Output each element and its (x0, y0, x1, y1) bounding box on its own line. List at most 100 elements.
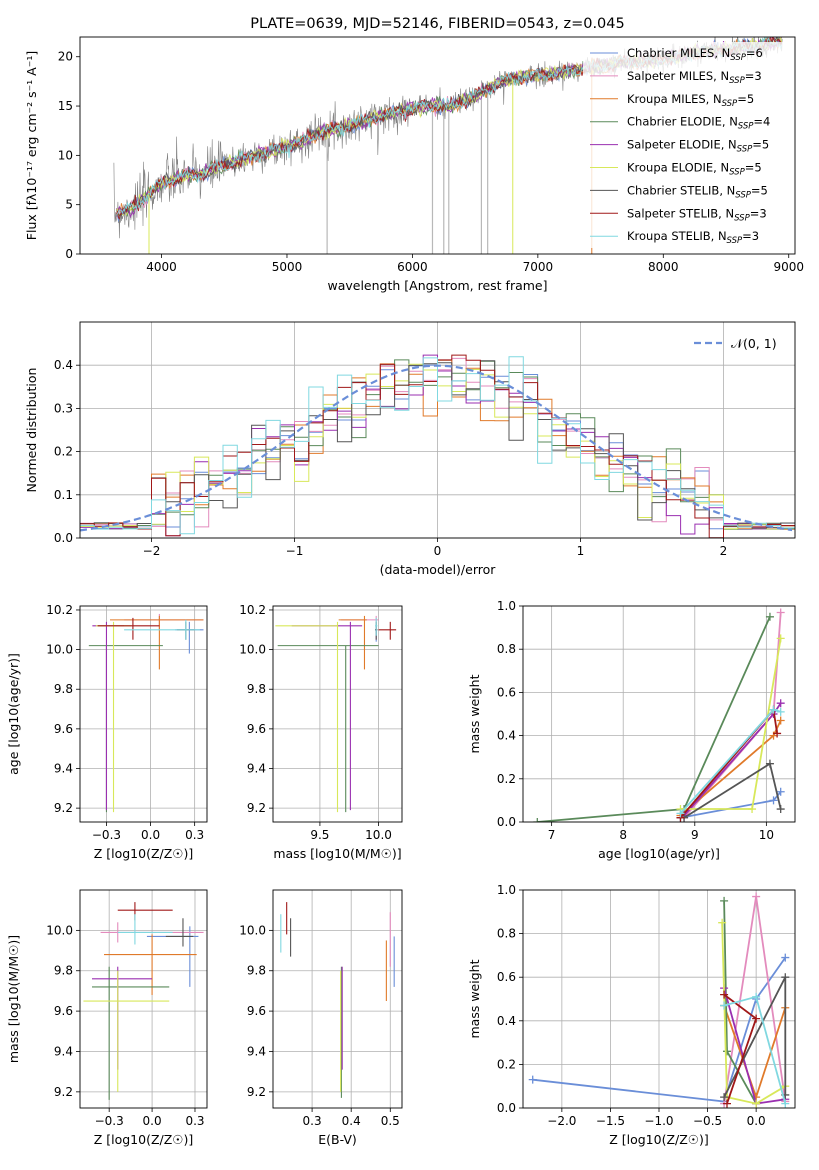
data-point (765, 612, 774, 621)
data-point (776, 707, 785, 716)
data-point (723, 1099, 731, 1108)
errorbar-salpeter-stelib (378, 621, 397, 640)
x-axis-label: wavelength [Angstrom, rest frame] (327, 278, 547, 293)
legend-entry-nssp: =3 (750, 206, 767, 220)
legend-entry: Kroupa ELODIE, NSSP=5 (627, 161, 762, 178)
y-axis-label: Flux [fλ10⁻¹⁷ erg cm⁻² s⁻¹ A⁻¹] (24, 51, 39, 240)
tick-label-y: 0.0 (497, 815, 516, 829)
data-point (776, 716, 785, 725)
legend-entry-name: Chabrier ELODIE (627, 115, 722, 129)
axes-frame (522, 605, 796, 823)
plot-area (275, 615, 397, 813)
axes-frame (79, 321, 796, 539)
tick-label-y: 9.6 (247, 722, 266, 736)
legend-entry: Chabrier MILES, NSSP=6 (627, 46, 763, 63)
legend-entry-name: Kroupa STELIB (627, 229, 711, 243)
tick-label-y: 9.8 (54, 682, 73, 696)
tick-label-x: 0.0 (143, 1114, 162, 1128)
series-line (537, 616, 771, 822)
x-axis-label: (data-model)/error (380, 562, 497, 577)
data-point (752, 992, 761, 1001)
series-chabrier-stelib (680, 759, 785, 822)
tick-label-x: 7000 (523, 260, 554, 274)
tick-label-y: 0.3 (54, 401, 73, 415)
legend-entry-sub: SSP (730, 53, 746, 63)
tick-label-y: 1.0 (497, 883, 516, 897)
tick-label-x: 0 (434, 544, 442, 558)
tick-label-y: 9.8 (247, 964, 266, 978)
plot-area (80, 354, 795, 538)
tick-label-y: 0.6 (497, 685, 516, 699)
data-point (765, 759, 774, 768)
errorbar-chabrier-miles (175, 621, 204, 654)
tick-label-x: −0.3 (92, 828, 121, 842)
legend-entry-n: , (706, 92, 713, 106)
data-point (718, 918, 727, 927)
axes-frame (522, 889, 796, 1109)
errorbar-kroupa-stelib (124, 619, 200, 640)
axes-frame (272, 605, 403, 823)
legend-entry: Salpeter MILES, NSSP=3 (627, 69, 762, 86)
tick-label-y: 0.6 (497, 970, 516, 984)
legend-entry-nprefix: N (720, 161, 729, 175)
data-point (752, 1099, 761, 1108)
legend-entry-nprefix: N (725, 206, 734, 220)
errorbar-kroupa-elodie (95, 621, 132, 813)
legend-entry-sub: SSP (738, 122, 754, 132)
legend-entry-name: Kroupa MILES (627, 92, 706, 106)
tick-label-x: −2.0 (547, 1114, 576, 1128)
tick-label-y: 5 (65, 198, 73, 212)
legend-entry-nprefix: N (713, 92, 722, 106)
tick-label-x: 10 (759, 828, 774, 842)
errorbar-chabrier-elodie (277, 645, 379, 813)
tick-label-y: 9.6 (54, 722, 73, 736)
legend-entry-n: , (722, 115, 729, 129)
x-axis-label: Z [log10(Z/Z☉)] (94, 1132, 194, 1147)
plot-area (528, 892, 790, 1108)
legend-entry-sub: SSP (727, 236, 743, 246)
tick-label-y: 0.0 (54, 531, 73, 545)
tick-label-y: 10.2 (239, 603, 266, 617)
data-point (776, 699, 785, 708)
tick-label-y: 0.8 (497, 642, 516, 656)
legend-entry-sub: SSP (737, 145, 753, 155)
legend-entry-sub: SSP (722, 99, 738, 109)
legend-entry-n: , (713, 69, 720, 83)
tick-label-x: 0.5 (381, 1114, 400, 1128)
tick-label-x: 6000 (397, 260, 428, 274)
tick-label-y: 0.8 (497, 927, 516, 941)
tick-label-x: 0.4 (342, 1114, 361, 1128)
legend-entry-name: Kroupa ELODIE (627, 161, 713, 175)
tick-label-y: 9.8 (54, 964, 73, 978)
data-point (748, 805, 757, 814)
legend-entry: Chabrier ELODIE, NSSP=4 (627, 115, 770, 132)
axes-frame (79, 36, 796, 255)
errorbar-salpeter-elodie (92, 966, 153, 1070)
tick-label-x: 0.3 (185, 828, 204, 842)
tick-label-y: 15 (58, 99, 73, 113)
data-point (781, 973, 790, 982)
tick-label-x: 9.5 (310, 828, 329, 842)
legend-entry-n: , (721, 138, 728, 152)
data-point (676, 809, 685, 818)
data-point (781, 953, 790, 962)
legend-entry-sub: SSP (734, 213, 750, 223)
tick-label-x: −1.5 (596, 1114, 625, 1128)
legend-entry-nssp: =5 (737, 92, 754, 106)
legend-entry-n: , (713, 161, 720, 175)
data-point (723, 1047, 731, 1056)
panel-age-vs-Z: −0.3 0.0 0.3 9.2 9.4 9.6 9.8 10.0 10.2 Z [log10(Z… (6, 603, 208, 861)
legend-entry-nssp: =5 (751, 183, 768, 197)
tick-label-y: 9.2 (247, 801, 266, 815)
tick-label-y: 0.0 (497, 1101, 516, 1115)
legend-entry-name: Chabrier STELIB (627, 183, 719, 197)
data-point (776, 805, 785, 814)
y-axis-label: mass [log10(M/M☉)] (6, 935, 21, 1063)
errorbar-kroupa-miles (109, 615, 204, 670)
plot-area (533, 608, 785, 822)
data-point (720, 990, 729, 999)
data-point (773, 729, 782, 738)
tick-label-y: 0.2 (497, 772, 516, 786)
tick-label-x: 10.0 (365, 828, 392, 842)
